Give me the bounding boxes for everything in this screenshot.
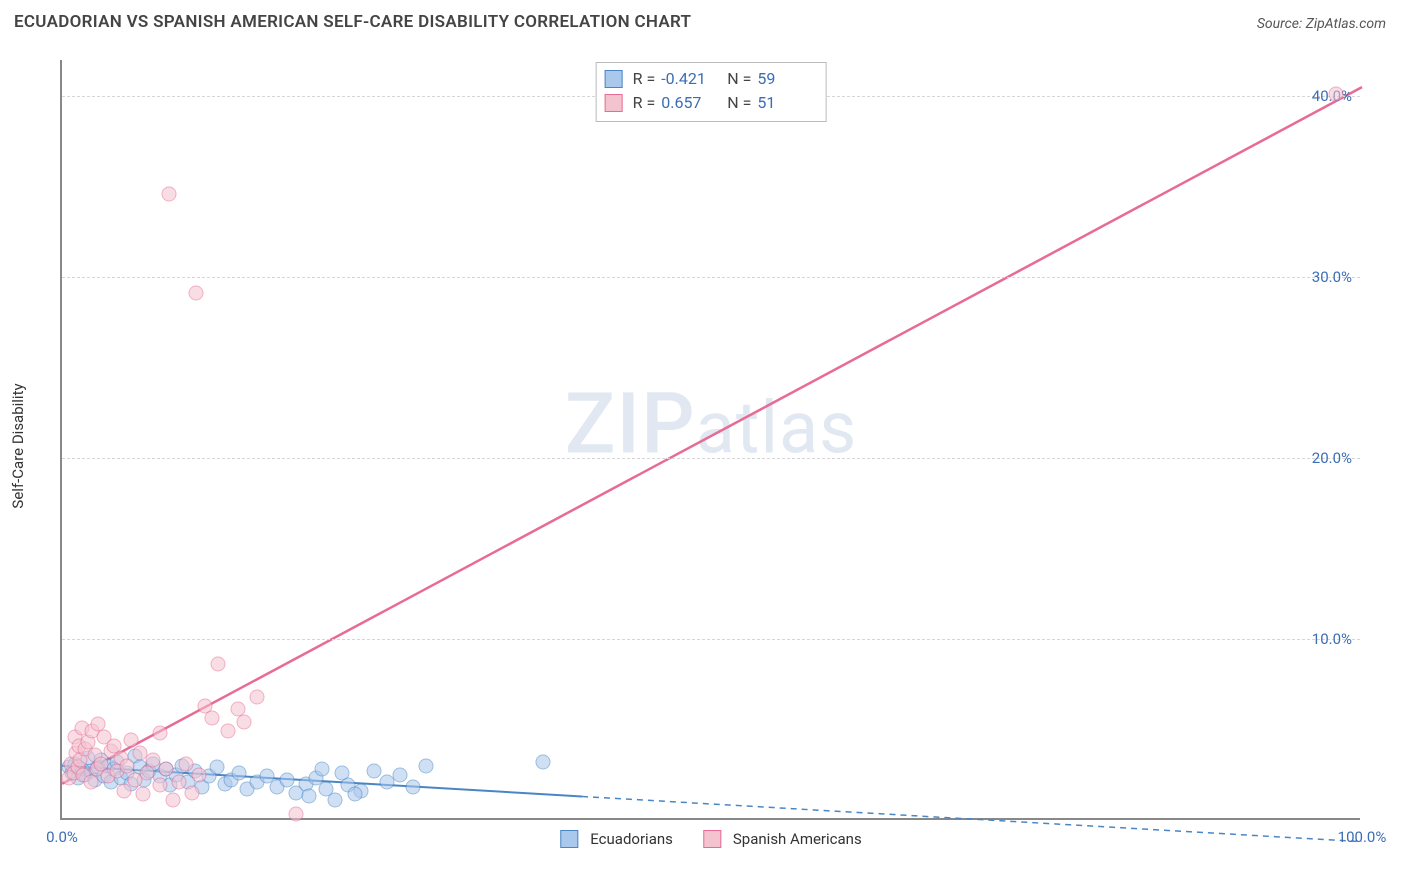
data-point	[237, 715, 252, 730]
gridline	[62, 639, 1360, 640]
regression-line	[62, 87, 1362, 784]
data-point	[211, 657, 226, 672]
r-value-ecuadorians: -0.421	[661, 67, 717, 91]
y-tick-label: 20.0%	[1312, 449, 1352, 467]
data-point	[209, 760, 224, 775]
y-tick-label: 10.0%	[1312, 630, 1352, 648]
y-axis-label: Self-Care Disability	[9, 383, 27, 508]
gridline	[62, 277, 1360, 278]
legend-label-spanish: Spanish Americans	[733, 830, 862, 848]
data-point	[1329, 87, 1344, 102]
stats-row-spanish: R = 0.657 N = 51	[605, 91, 814, 115]
data-point	[393, 767, 408, 782]
data-point	[185, 785, 200, 800]
data-point	[289, 807, 304, 822]
n-value-spanish: 51	[757, 91, 813, 115]
source-attribution: Source: ZipAtlas.com	[1257, 16, 1386, 32]
data-point	[159, 762, 174, 777]
regression-lines-layer	[62, 60, 1360, 818]
x-axis-legend: Ecuadorians Spanish Americans	[560, 830, 861, 848]
data-point	[152, 725, 167, 740]
legend-swatch-ecuadorians	[560, 830, 578, 848]
stats-row-ecuadorians: R = -0.421 N = 59	[605, 67, 814, 91]
legend-item-ecuadorians: Ecuadorians	[560, 830, 673, 848]
n-label: N =	[723, 91, 751, 115]
data-point	[135, 787, 150, 802]
r-label: R =	[633, 91, 656, 115]
x-tick-label: 0.0%	[46, 828, 78, 846]
data-point	[191, 767, 206, 782]
data-point	[250, 689, 265, 704]
chart-plot-area: ZIPatlas R = -0.421 N = 59 R = 0.657 N =…	[60, 60, 1360, 820]
legend-swatch-spanish	[703, 830, 721, 848]
data-point	[120, 758, 135, 773]
data-point	[328, 792, 343, 807]
y-tick-label: 30.0%	[1312, 268, 1352, 286]
data-point	[178, 756, 193, 771]
swatch-spanish	[605, 94, 623, 112]
data-point	[165, 792, 180, 807]
r-value-spanish: 0.657	[661, 91, 717, 115]
r-label: R =	[633, 67, 656, 91]
n-value-ecuadorians: 59	[757, 67, 813, 91]
data-point	[419, 758, 434, 773]
legend-item-spanish: Spanish Americans	[703, 830, 862, 848]
data-point	[231, 765, 246, 780]
correlation-stats-box: R = -0.421 N = 59 R = 0.657 N = 51	[596, 62, 827, 122]
swatch-ecuadorians	[605, 70, 623, 88]
legend-label-ecuadorians: Ecuadorians	[590, 830, 673, 848]
data-point	[367, 763, 382, 778]
gridline	[62, 458, 1360, 459]
data-point	[536, 754, 551, 769]
n-label: N =	[723, 67, 751, 91]
chart-title: ECUADORIAN VS SPANISH AMERICAN SELF-CARE…	[14, 12, 691, 32]
data-point	[188, 286, 203, 301]
data-point	[347, 787, 362, 802]
data-point	[161, 186, 176, 201]
data-point	[334, 765, 349, 780]
x-tick-label: 100.0%	[1338, 828, 1387, 846]
data-point	[221, 724, 236, 739]
data-point	[172, 774, 187, 789]
data-point	[302, 789, 317, 804]
data-point	[204, 711, 219, 726]
data-point	[315, 762, 330, 777]
data-point	[152, 778, 167, 793]
data-point	[406, 780, 421, 795]
